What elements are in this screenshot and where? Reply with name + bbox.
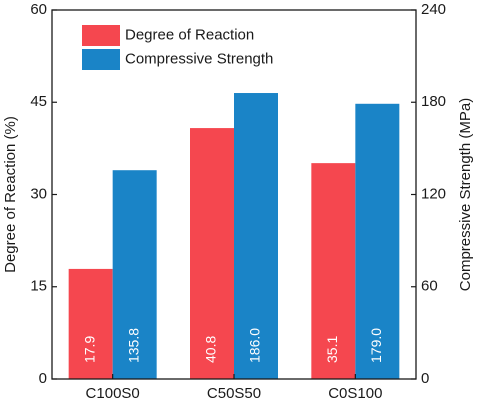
bar-label-compressive-strength-c50s50: 186.0 [247, 328, 263, 363]
y-left-tick-label: 15 [30, 278, 47, 295]
bar-labels-layer: 17.9 135.8 40.8 186.0 35.1 179.0 [81, 328, 384, 363]
y-left-tick-label: 0 [39, 370, 47, 387]
ticks-layer: 0 15 30 45 60 0 60 120 180 240 C100S0 C50S50 C0S100 [30, 1, 446, 402]
y-axis-left-title: Degree of Reaction (%) [2, 116, 19, 273]
bar-compressive-strength-c0s100 [355, 103, 400, 379]
y-left-tick-label: 60 [30, 1, 47, 18]
bar-compressive-strength-c50s50 [234, 93, 278, 380]
y-left-tick-label: 45 [30, 93, 47, 110]
bar-degree-of-reaction-c50s50 [190, 128, 234, 379]
y-right-tick-label: 240 [421, 1, 446, 18]
x-tick-label: C50S50 [207, 385, 261, 402]
legend: Degree of Reaction Compressive Strength [82, 25, 273, 70]
legend-label-compressive-strength: Compressive Strength [125, 50, 273, 67]
bar-compressive-strength-c100s0 [112, 170, 157, 379]
bar-label-degree-of-reaction-c100s0: 17.9 [81, 336, 97, 363]
x-tick-label: C0S100 [328, 385, 382, 402]
legend-label-degree-of-reaction: Degree of Reaction [125, 26, 254, 43]
bar-degree-of-reaction-c0s100 [311, 163, 356, 379]
y-right-tick-label: 120 [421, 185, 446, 202]
y-right-tick-label: 60 [421, 278, 438, 295]
legend-swatch-degree-of-reaction [82, 25, 120, 46]
y-right-tick-label: 0 [421, 370, 429, 387]
x-tick-label: C100S0 [86, 385, 140, 402]
bar-label-degree-of-reaction-c50s50: 40.8 [203, 336, 219, 363]
bars-layer [68, 93, 400, 380]
bar-label-compressive-strength-c100s0: 135.8 [125, 328, 141, 363]
bar-degree-of-reaction-c100s0 [68, 268, 113, 379]
bar-label-compressive-strength-c0s100: 179.0 [368, 328, 384, 363]
y-left-tick-label: 30 [30, 185, 47, 202]
bar-label-degree-of-reaction-c0s100: 35.1 [324, 336, 340, 363]
y-axis-right-title: Compressive Strength (MPa) [457, 98, 474, 291]
legend-swatch-compressive-strength [82, 49, 120, 70]
y-right-tick-label: 180 [421, 93, 446, 110]
